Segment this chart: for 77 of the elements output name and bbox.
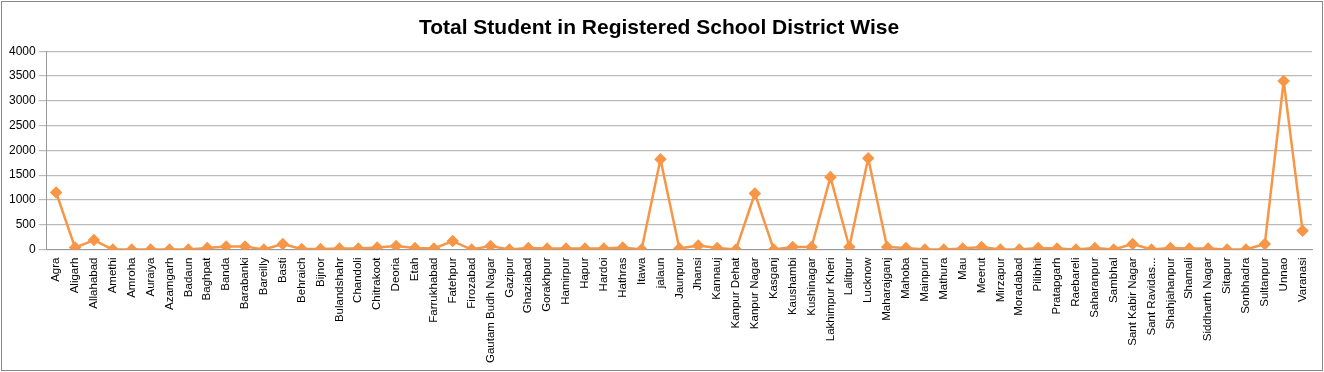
y-tick-label: 0 bbox=[29, 241, 37, 256]
x-tick-label: Meerut bbox=[974, 256, 987, 294]
x-tick-label: Deoria bbox=[389, 256, 402, 292]
x-tick-label: Etah bbox=[408, 257, 421, 282]
x-tick-label: Ghaziabad bbox=[521, 257, 534, 314]
x-tick-label: Basti bbox=[275, 257, 288, 284]
y-tick-label: 2500 bbox=[8, 117, 37, 132]
x-tick-label: Sultanpur bbox=[1257, 257, 1270, 307]
x-tick-label: Bareilly bbox=[257, 257, 270, 296]
x-tick-label: Jaunpur bbox=[672, 257, 685, 300]
y-tick-label: 1000 bbox=[8, 192, 37, 207]
x-tick-label: Saharanpur bbox=[1087, 257, 1100, 318]
x-tick-label: Mainpuri bbox=[918, 257, 931, 302]
x-tick-label: Bijnor bbox=[313, 257, 326, 287]
x-tick-label: Itawa bbox=[634, 256, 647, 286]
x-tick-label: Kushinagar bbox=[804, 257, 817, 316]
x-tick-label: Allahabad bbox=[87, 257, 100, 309]
x-tick-label: Hathras bbox=[615, 257, 628, 298]
x-tick-label: Pratapgarh bbox=[1050, 257, 1063, 315]
x-tick-label: Azamgarh bbox=[162, 257, 175, 310]
x-tick-label: Hamirpur bbox=[559, 257, 572, 305]
x-tick-label: Gazipur bbox=[502, 257, 515, 298]
x-tick-label: Barabanki bbox=[238, 257, 251, 310]
x-tick-label: Kanpur Nagar bbox=[748, 257, 761, 330]
x-tick-label: Farrukhabad bbox=[427, 257, 440, 323]
x-tick-label: Bulandshahr bbox=[332, 257, 345, 323]
x-tick-label: Gautam Budh Nagar bbox=[483, 257, 496, 364]
y-tick-label: 3500 bbox=[8, 68, 37, 83]
x-tick-label: Firozabad bbox=[464, 257, 477, 309]
x-tick-label: Kanpur Dehat bbox=[729, 256, 742, 329]
x-tick-label: Shahjahanpur bbox=[1163, 257, 1176, 330]
x-tick-label: Kaushambi bbox=[785, 257, 798, 316]
x-tick-label: Behraich bbox=[294, 257, 307, 303]
x-tick-label: Varanasi bbox=[1295, 257, 1308, 303]
y-tick-label: 2000 bbox=[8, 142, 37, 157]
x-tick-label: Banda bbox=[219, 256, 232, 291]
x-tick-label: Sitapur bbox=[1220, 257, 1233, 294]
x-tick-label: Sant Ravidas... bbox=[1144, 257, 1157, 336]
x-tick-label: Sonbhadra bbox=[1239, 256, 1252, 314]
x-tick-label: Agra bbox=[49, 256, 62, 282]
x-tick-label: Unnao bbox=[1276, 257, 1289, 292]
y-tick-label: 4000 bbox=[8, 43, 37, 58]
x-tick-label: jalaun bbox=[653, 257, 666, 290]
x-tick-label: Hapur bbox=[578, 257, 591, 289]
x-tick-label: Kasganj bbox=[766, 257, 779, 300]
y-tick-label: 1500 bbox=[8, 167, 37, 182]
y-tick-label: 3000 bbox=[8, 93, 37, 108]
x-tick-label: Sambhal bbox=[1106, 257, 1119, 303]
x-tick-label: Baghpat bbox=[200, 256, 213, 301]
x-tick-label: Raebareli bbox=[1069, 257, 1082, 307]
x-tick-label: Lakhimpur Kheri bbox=[823, 257, 836, 342]
x-tick-label: Fatehpur bbox=[445, 257, 458, 304]
x-tick-label: Badaun bbox=[181, 257, 194, 298]
x-tick-label: Amroha bbox=[124, 256, 137, 298]
x-tick-label: Auraiya bbox=[143, 256, 156, 297]
x-tick-label: Aligarh bbox=[68, 257, 81, 294]
x-tick-label: Moradabad bbox=[1012, 257, 1025, 316]
x-tick-label: Lucknow bbox=[861, 256, 874, 303]
x-tick-label: Mirzapur bbox=[993, 257, 1006, 303]
x-tick-label: Gorakhpur bbox=[540, 257, 553, 312]
x-tick-label: Chitrakoot bbox=[370, 256, 383, 310]
chart-title: Total Student in Registered School District Wise bbox=[418, 15, 900, 39]
x-tick-label: Shamali bbox=[1182, 257, 1195, 300]
x-tick-label: Siddharth Nagar bbox=[1201, 257, 1214, 342]
x-tick-label: Amethi bbox=[105, 257, 118, 294]
x-tick-label: Kannauj bbox=[710, 257, 723, 300]
x-tick-label: Maharajganj bbox=[880, 257, 893, 321]
x-tick-label: Mathura bbox=[936, 256, 949, 300]
x-tick-label: Jhansi bbox=[691, 257, 704, 291]
x-tick-label: Hardoi bbox=[596, 257, 609, 292]
x-tick-label: Pilibhit bbox=[1031, 256, 1044, 292]
x-tick-label: Mau bbox=[955, 257, 968, 280]
x-tick-label: Sant Kabir Nagar bbox=[1125, 257, 1138, 346]
y-tick-label: 500 bbox=[15, 217, 37, 232]
x-tick-label: Chandoli bbox=[351, 257, 364, 303]
x-tick-label: Mahoba bbox=[899, 256, 912, 300]
x-tick-label: Lalitpur bbox=[842, 257, 855, 296]
